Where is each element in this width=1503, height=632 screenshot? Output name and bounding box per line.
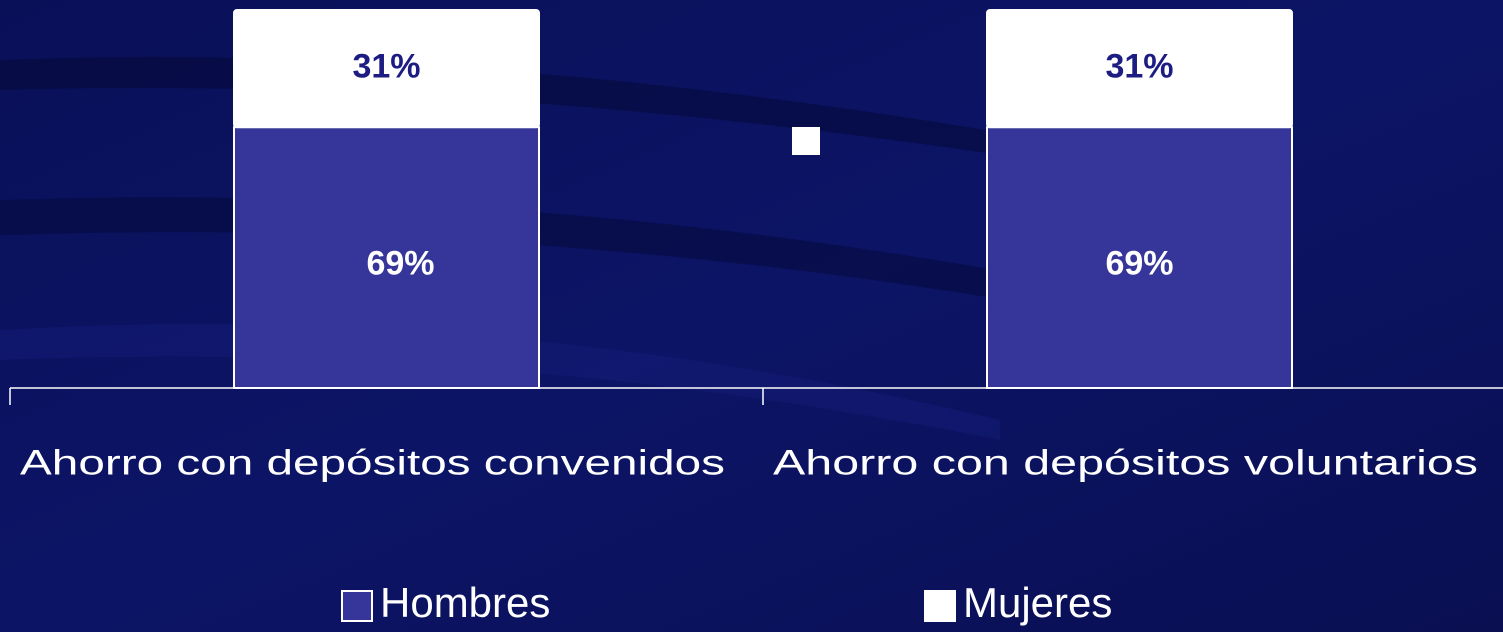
- decoration-square: [792, 127, 820, 155]
- bar-segment: [986, 9, 1293, 129]
- bar-segment: [233, 126, 540, 390]
- legend-label: Hombres: [380, 579, 550, 626]
- bar-segment: [986, 126, 1293, 390]
- data-label: 31%: [1105, 48, 1173, 86]
- legend-swatch: [924, 590, 956, 622]
- x-tick-label: Ahorro con depósitos voluntarios: [773, 443, 1478, 482]
- legend-label: Mujeres: [963, 579, 1112, 626]
- legend-swatch: [341, 590, 373, 622]
- x-tick-label: Ahorro con depósitos convenidos: [20, 443, 725, 482]
- data-label: 31%: [352, 48, 420, 86]
- data-label: 69%: [1105, 245, 1173, 283]
- data-label: 69%: [366, 245, 434, 283]
- bar-segment: [233, 9, 540, 129]
